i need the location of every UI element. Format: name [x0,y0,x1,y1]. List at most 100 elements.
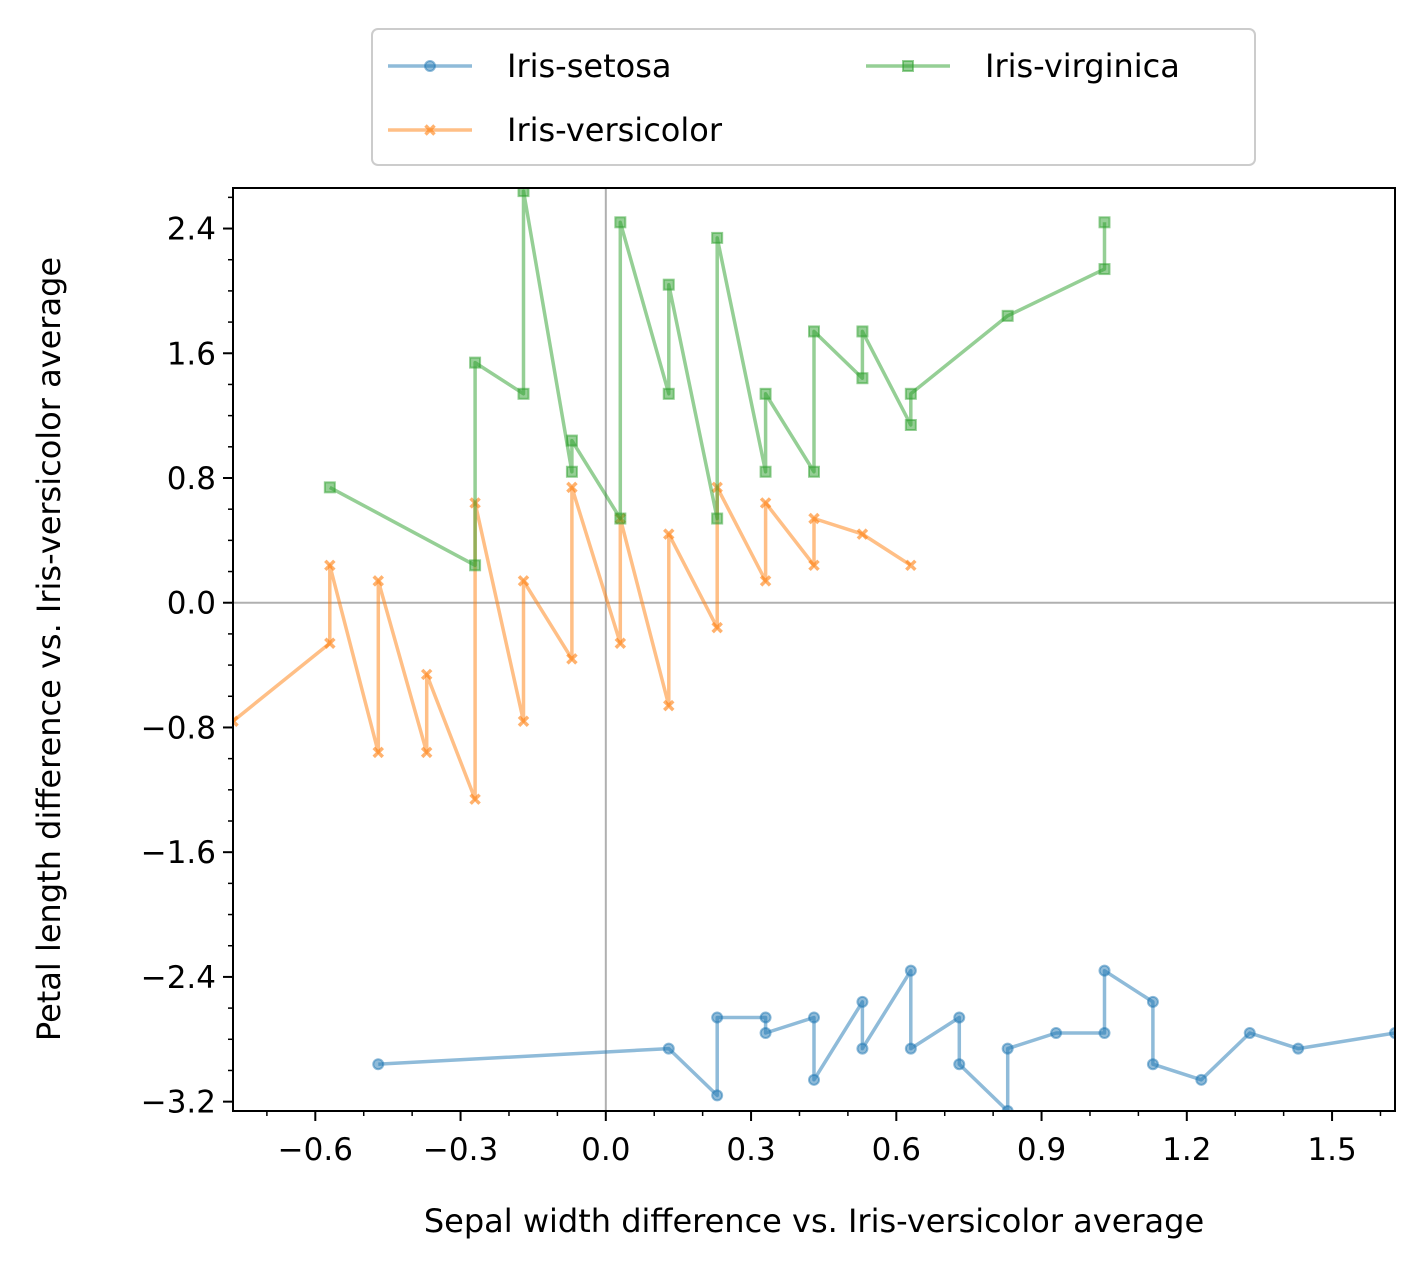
data-point-iris-setosa-19 [1146,995,1159,1008]
y-axis-label: Petal length difference vs. Iris-versico… [30,257,68,1041]
data-point-iris-virginica-2 [469,356,482,369]
data-point-iris-versicolor-5 [420,746,433,759]
data-point-iris-setosa-15 [1001,1042,1014,1055]
data-point-iris-versicolor-23 [856,528,869,540]
data-point-iris-setosa-17 [1098,1027,1111,1040]
data-point-iris-virginica-5 [565,465,578,478]
data-point-iris-setosa-7 [808,1073,820,1086]
series-iris-setosa [372,964,1395,1111]
legend-marker-iris-versicolor [424,124,436,136]
data-point-iris-setosa-8 [856,995,869,1008]
data-point-iris-virginica-10 [662,278,675,291]
legend-label-iris-virginica: Iris-virginica [985,47,1180,85]
data-point-iris-setosa-6 [808,1011,820,1024]
legend-label-iris-versicolor: Iris-versicolor [507,111,723,149]
data-point-iris-setosa-13 [953,1058,966,1071]
data-point-iris-virginica-4 [517,188,530,198]
data-point-iris-virginica-21 [1001,309,1014,322]
x-axis-label: Sepal width difference vs. Iris-versicol… [424,1202,1204,1240]
data-point-iris-setosa-21 [1195,1073,1208,1086]
x-tick-label: −0.3 [423,1132,498,1168]
x-tick-label: 0.9 [1017,1132,1066,1168]
data-point-iris-versicolor-3 [372,746,384,759]
data-point-iris-virginica-17 [856,372,869,385]
data-point-iris-setosa-2 [711,1089,724,1102]
data-point-iris-versicolor-17 [711,621,723,634]
data-point-iris-versicolor-13 [614,637,627,650]
legend-marker-iris-virginica [902,60,914,72]
data-point-iris-versicolor-10 [517,575,530,587]
data-point-iris-virginica-6 [565,434,578,447]
data-point-iris-virginica-11 [711,512,724,525]
data-point-iris-versicolor-6 [420,668,433,681]
data-point-iris-virginica-13 [759,465,772,478]
data-point-iris-versicolor-22 [808,512,820,525]
series-iris-virginica [323,188,1111,572]
x-tick-label: 0.6 [872,1132,921,1168]
x-tick-label: 1.5 [1307,1132,1356,1168]
legend-entry-iris-virginica: Iris-virginica [866,47,1180,85]
legend-entry-iris-versicolor: Iris-versicolor [388,111,723,149]
legend-box [371,28,1256,166]
x-tick-label: 1.2 [1162,1132,1211,1168]
legend-marker-iris-setosa [424,60,436,72]
data-point-iris-virginica-16 [808,325,820,338]
data-point-iris-virginica-22 [1098,263,1111,276]
data-point-iris-setosa-11 [904,1042,917,1055]
data-point-iris-setosa-9 [856,1042,869,1055]
data-point-iris-versicolor-24 [905,559,917,572]
data-point-iris-versicolor-0 [233,715,239,727]
data-point-iris-virginica-0 [323,481,336,494]
plot-contents [233,188,1395,1111]
data-point-iris-virginica-20 [904,387,917,400]
x-tick-label: 0.0 [581,1132,630,1168]
data-point-iris-versicolor-2 [324,559,336,572]
plot-area [233,188,1395,1111]
data-point-iris-virginica-12 [711,231,724,244]
data-point-iris-setosa-12 [953,1011,966,1024]
data-point-iris-versicolor-4 [372,575,384,587]
data-point-iris-setosa-10 [904,964,917,977]
data-point-iris-setosa-22 [1243,1027,1256,1040]
y-tick-label: 1.6 [167,336,216,372]
data-point-iris-virginica-19 [904,418,917,431]
data-point-iris-setosa-4 [759,1011,772,1024]
y-tick-label: 0.0 [167,586,216,622]
data-point-iris-setosa-5 [759,1027,772,1040]
data-point-iris-versicolor-20 [759,497,772,509]
data-point-iris-virginica-8 [614,216,627,229]
data-point-iris-setosa-1 [662,1042,675,1055]
data-point-iris-setosa-23 [1292,1042,1305,1055]
legend: Iris-setosa Iris-versicolor Iris-virginica [371,28,1256,166]
data-point-iris-versicolor-21 [808,559,820,572]
data-point-iris-virginica-1 [469,559,482,572]
series-iris-versicolor [233,481,917,805]
data-point-iris-virginica-18 [856,325,869,338]
legend-label-iris-setosa: Iris-setosa [507,47,671,85]
data-point-iris-setosa-20 [1146,1058,1159,1071]
data-point-iris-setosa-24 [1389,1027,1395,1040]
axis-ticks: −0.6 −0.3 0.0 0.3 0.6 0.9 1.2 1.5 −3.2 −2.4 −1.6 −0… [141,196,1382,1168]
data-point-iris-virginica-9 [662,387,675,400]
legend-entry-iris-setosa: Iris-setosa [388,47,671,85]
data-point-iris-versicolor-12 [566,481,578,494]
data-point-iris-setosa-0 [372,1058,385,1071]
x-tick-label: 0.3 [726,1132,775,1168]
data-point-iris-versicolor-16 [663,528,675,540]
y-tick-label: −0.8 [141,710,216,746]
data-point-iris-versicolor-9 [517,715,530,727]
data-point-iris-versicolor-15 [663,699,675,712]
data-point-iris-versicolor-1 [324,637,336,650]
data-point-iris-setosa-16 [1050,1027,1063,1040]
data-point-iris-virginica-15 [808,465,820,478]
y-tick-label: 2.4 [167,212,216,248]
data-point-iris-setosa-14 [1001,1105,1014,1111]
data-point-iris-virginica-3 [517,387,530,400]
y-tick-label: −1.6 [141,835,216,871]
data-point-iris-versicolor-11 [566,653,578,665]
data-point-iris-setosa-18 [1098,964,1111,977]
x-tick-label: −0.6 [278,1132,353,1168]
y-tick-label: −2.4 [141,960,216,996]
